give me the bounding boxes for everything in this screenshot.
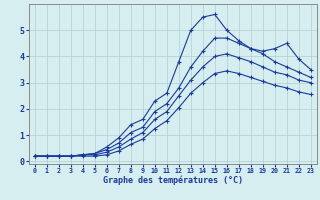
X-axis label: Graphe des températures (°C): Graphe des températures (°C) [103,176,243,185]
